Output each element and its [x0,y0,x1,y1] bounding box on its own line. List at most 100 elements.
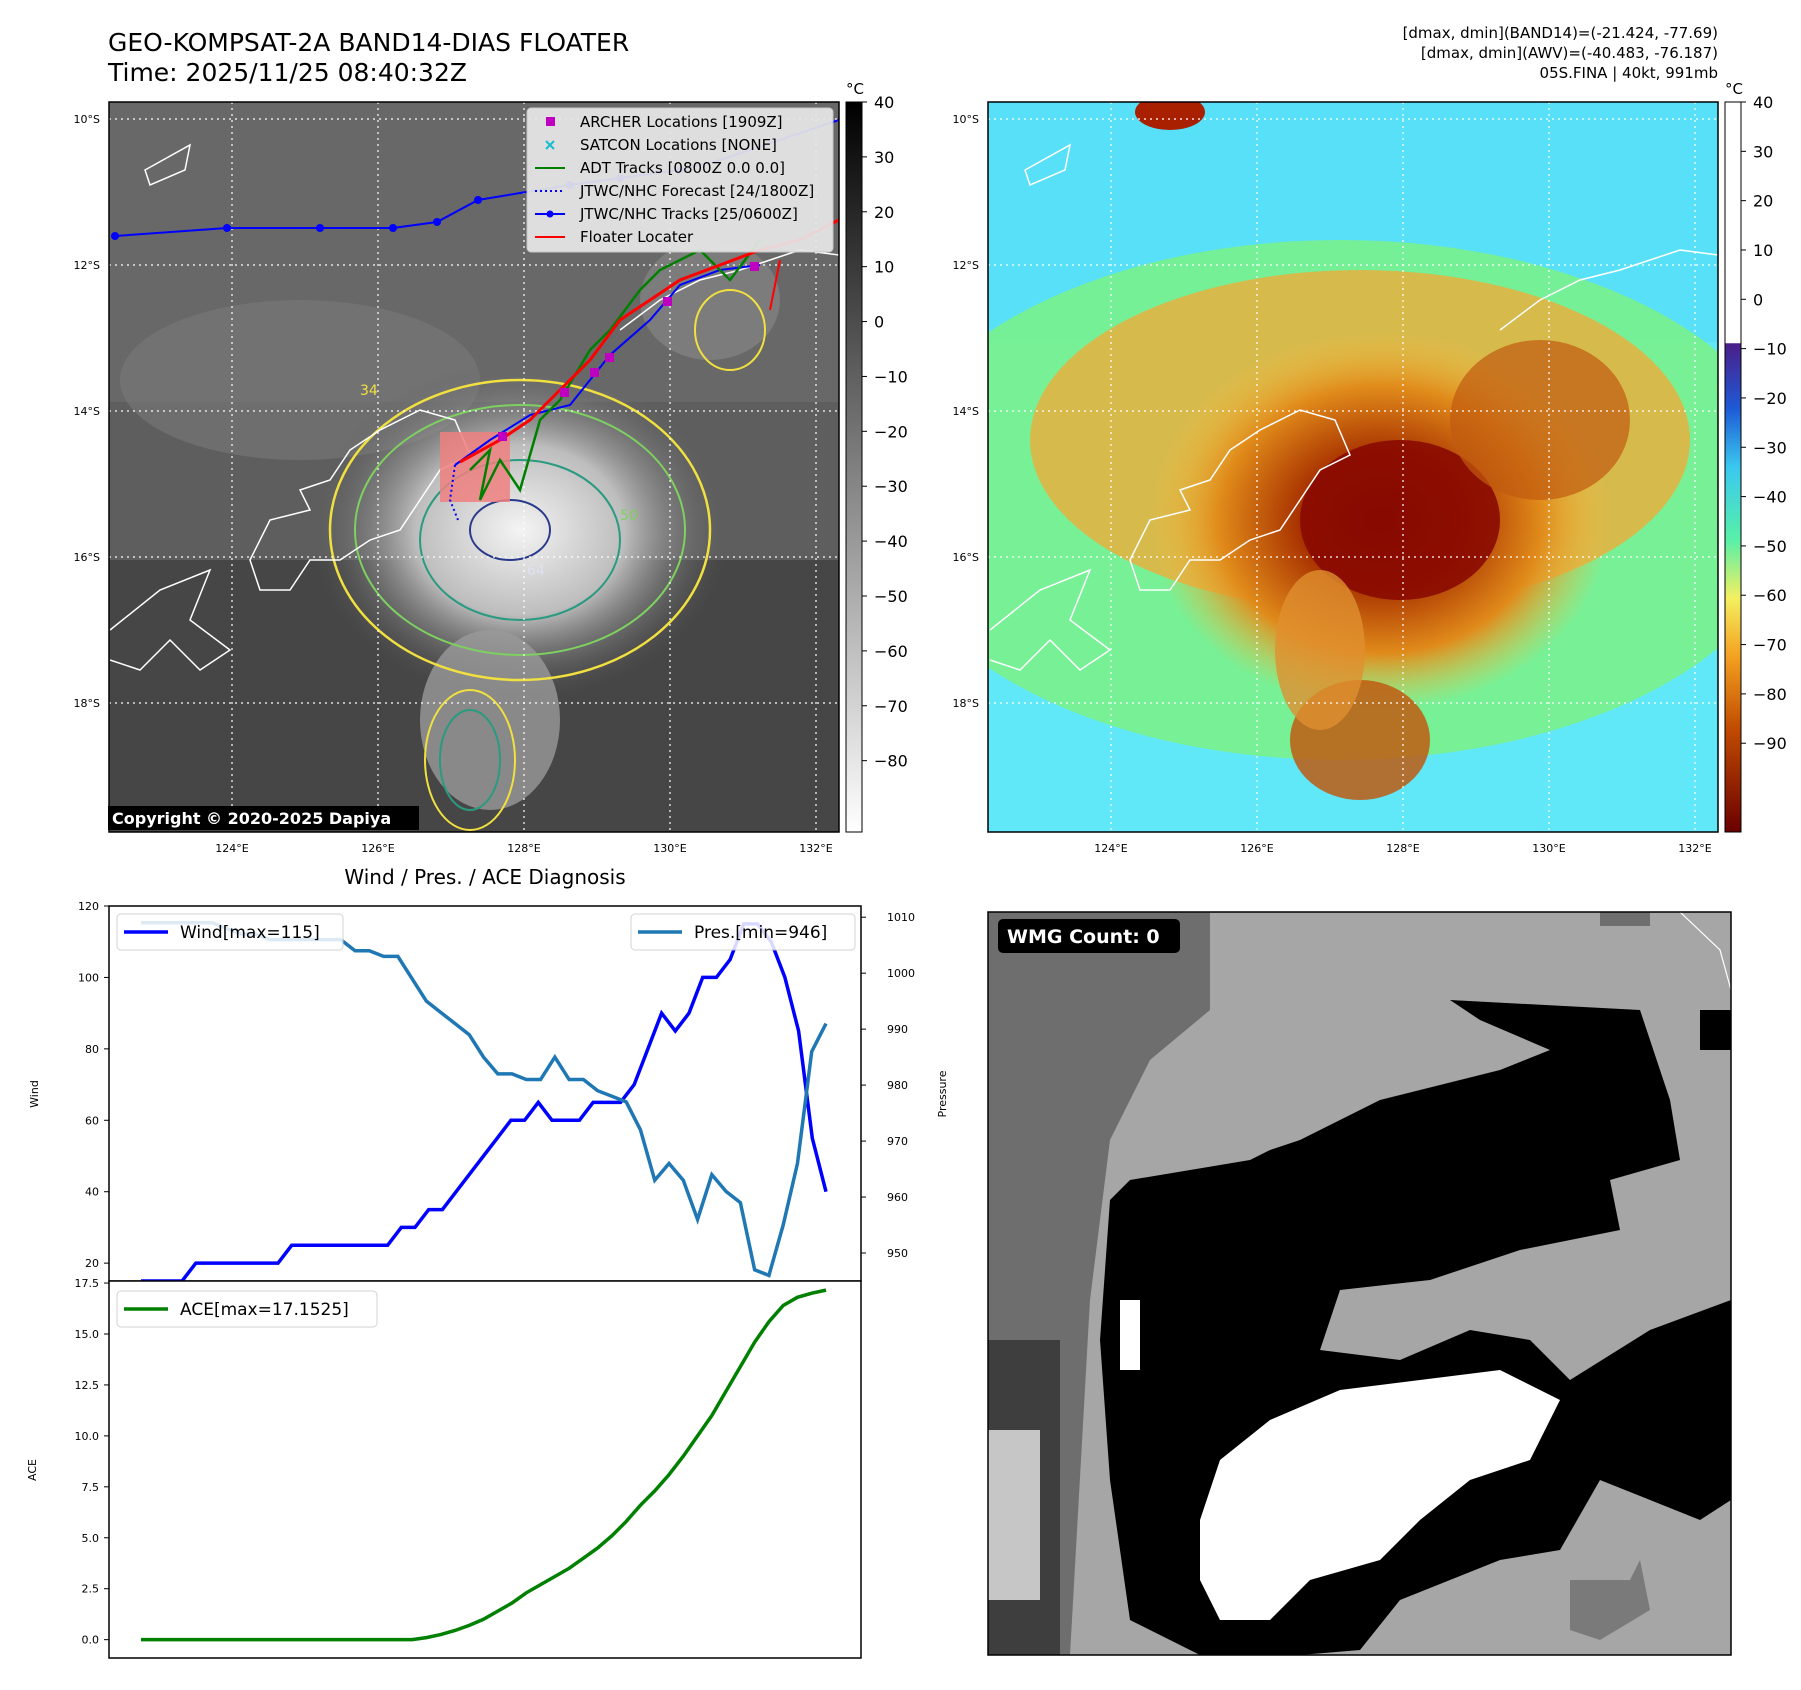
ir-lon-labels: 124°E 126°E 128°E 130°E 132°E [215,842,832,855]
legend-item: JTWC/NHC Forecast [24/1800Z] [535,182,814,200]
pressure-ytick-label: 960 [887,1191,908,1204]
colorbar-tick-label: −60 [1753,586,1787,605]
colorbar-tick-label: −50 [874,587,908,606]
ace-legend-box [116,1290,378,1328]
ace-ytick-label: 12.5 [75,1379,100,1392]
svg-text:124°E: 124°E [215,842,248,855]
contour-label: 34 [360,383,378,399]
pressure-ytick-label: 980 [887,1079,908,1092]
colorbar-tick-label: −80 [874,752,908,771]
ir-colorbar: °C 40 30 20 10 0 −10 −20 −30 −40 −50 −60 −70 −80 [845,80,908,833]
colorbar-tick-label: −60 [874,642,908,661]
colorbar-tick-label: 40 [1753,93,1773,112]
svg-text:132°E: 132°E [799,842,832,855]
svg-text:124°E: 124°E [1094,842,1127,855]
svg-text:16°S: 16°S [953,551,979,564]
ace-ytick-label: 17.5 [75,1277,100,1290]
ir-lat-labels: 10°S 12°S 14°S 16°S 18°S [74,113,100,710]
wind-ytick-label: 80 [85,1043,99,1056]
svg-text:14°S: 14°S [74,405,100,418]
ace-ytick-label: 7.5 [82,1481,100,1494]
info-band14-range: [dmax, dmin](BAND14)=(-21.424, -77.69) [1403,24,1718,42]
legend-marker [546,210,554,218]
legend-marker [545,140,555,150]
colorbar-tick-label: −20 [1753,389,1787,408]
wind-ytick-label: 60 [85,1114,99,1127]
colorbar-tick-label: −90 [1753,734,1787,753]
wind-legend-box [116,913,344,951]
ace-chart-frame [108,1280,862,1659]
svg-text:128°E: 128°E [507,842,540,855]
pressure-ytick-label: 1010 [887,911,915,924]
archer-points [498,262,759,441]
svg-text:18°S: 18°S [74,697,100,710]
legend-label: Floater Locater [580,228,694,246]
copyright-box [108,806,419,830]
ace-ytick-label: 0.0 [82,1634,100,1647]
svg-text:132°E: 132°E [1678,842,1711,855]
colorbar-tick-label: 20 [1753,192,1773,211]
colorbar-tick-label: −40 [1753,488,1787,507]
pressure-axis-label: Pressure [936,1070,949,1117]
colorbar-tick-label: −20 [874,422,908,441]
awv-lat-labels: 10°S 12°S 14°S 16°S 18°S [953,113,979,710]
pressure-legend-label: Pres.[min=946] [694,923,827,943]
colorbar-tick-label: 30 [874,148,894,167]
legend-item: SATCON Locations [NONE] [545,136,777,154]
pressure-legend-box [630,913,856,951]
ace-ytick-label: 2.5 [82,1583,100,1596]
colorbar-tick-label: −70 [874,697,908,716]
ace-chart: 0.0 2.5 5.0 7.5 10.0 12.5 15.0 17.5 ACE ACE[max=1… [26,1277,862,1659]
legend-marker [546,117,555,126]
wmg-count-label: WMG Count: 0 [1007,926,1160,948]
svg-text:10°S: 10°S [953,113,979,126]
legend-label: SATCON Locations [NONE] [580,136,777,154]
pressure-ytick-label: 970 [887,1135,908,1148]
diagnosis-title: Wind / Pres. / ACE Diagnosis [344,865,625,889]
awv-lon-labels: 124°E 126°E 128°E 130°E 132°E [1094,842,1711,855]
contour-64kt [419,459,621,621]
svg-text:12°S: 12°S [953,259,979,272]
ir-legend: ARCHER Locations [1909Z] SATCON Locations… [526,107,834,253]
legend-item: ARCHER Locations [1909Z] [546,113,783,131]
figure-title: GEO-KOMPSAT-2A BAND14-DIAS FLOATER [108,28,629,57]
svg-text:130°E: 130°E [653,842,686,855]
ir-colorbar-unit: °C [846,80,864,98]
ace-legend-label: ACE[max=17.1525] [180,1300,349,1320]
legend-label: JTWC/NHC Forecast [24/1800Z] [579,182,814,200]
figure-time: Time: 2025/11/25 08:40:32Z [107,58,467,87]
colorbar-tick-label: −30 [874,477,908,496]
ace-ytick-label: 15.0 [75,1328,100,1341]
pressure-ytick-label: 950 [887,1247,908,1260]
legend-label: ADT Tracks [0800Z 0.0 0.0] [580,159,785,177]
awv-colorbar: °C 40 30 20 10 0 −10 −20 −30 −40 −50 −60 −70 −80 −90 [1724,80,1787,833]
colorbar-tick-label: −70 [1753,636,1787,655]
awv-coastline [989,143,1718,671]
svg-text:130°E: 130°E [1532,842,1565,855]
ace-ytick-label: 5.0 [82,1532,100,1545]
wind-series-line [141,922,828,1283]
jtwc-forecast-line [448,464,459,521]
ace-series-line [141,1288,827,1642]
wind-chart-frame [108,905,862,1282]
wind-legend-label: Wind[max=115] [180,923,320,943]
colorbar-tick-label: −40 [874,532,908,551]
svg-text:16°S: 16°S [74,551,100,564]
contour-34kt [328,378,712,682]
awv-map-panel: 10°S 12°S 14°S 16°S 18°S 124°E 126°E 128… [953,101,1719,855]
svg-text:126°E: 126°E [361,842,394,855]
ace-ytick-label: 10.0 [75,1430,100,1443]
contour-label: 50 [620,508,638,524]
svg-text:128°E: 128°E [1386,842,1419,855]
svg-text:18°S: 18°S [953,697,979,710]
ir-storm-cloud [310,360,730,700]
wind-axis-label: Wind [28,1080,41,1108]
svg-text:126°E: 126°E [1240,842,1273,855]
wind-ytick-label: 40 [85,1186,99,1199]
info-awv-range: [dmax, dmin](AWV)=(-40.483, -76.187) [1421,44,1718,62]
colorbar-tick-label: −10 [1753,340,1787,359]
colorbar-tick-label: 0 [874,313,884,332]
info-storm-id: 05S.FINA | 40kt, 991mb [1540,64,1718,82]
awv-map-frame [987,101,1719,833]
